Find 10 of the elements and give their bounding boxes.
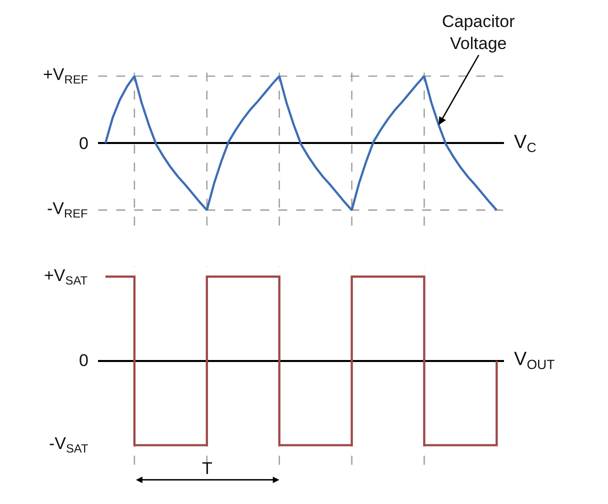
text: +V$_{REF}$	[43, 65, 88, 87]
text: -V$_{SAT}$	[49, 434, 88, 456]
text: -V$_{REF}$	[47, 199, 88, 221]
text: +V$_{SAT}$	[44, 266, 88, 288]
text: Capacitor Voltage	[442, 12, 516, 54]
y-axis-title: V$_{C}$	[514, 132, 537, 155]
text: 0	[79, 134, 88, 153]
y-axis-title: V$_{OUT}$	[514, 349, 555, 372]
text: T	[202, 459, 212, 478]
text: 0	[79, 351, 88, 370]
